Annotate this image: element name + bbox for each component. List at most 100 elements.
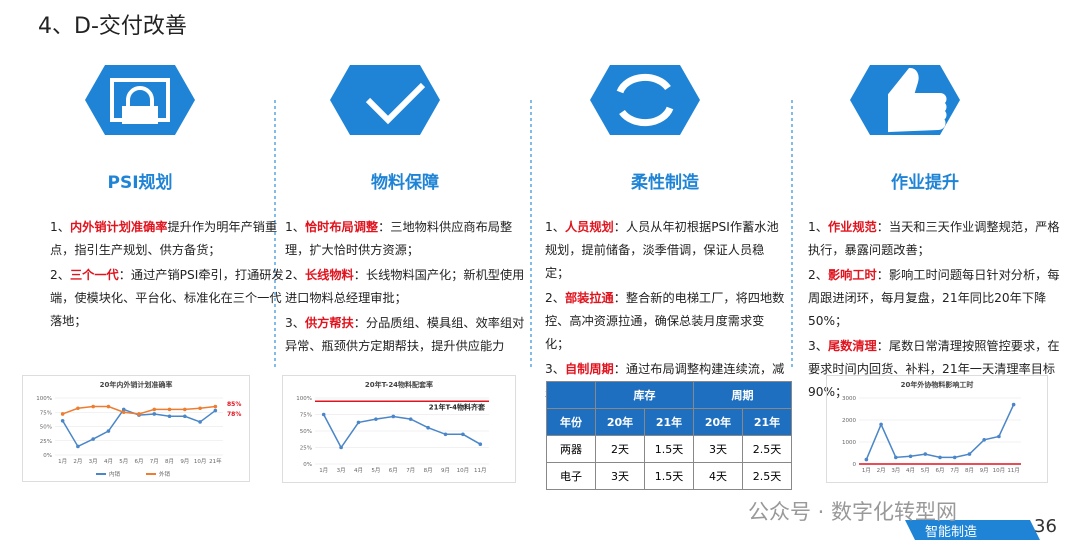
- y-tick-label: 1000: [842, 440, 856, 446]
- point: [121, 407, 126, 412]
- item-text: ：整合新的电梯工厂，将四地数控、高冲资源拉通，确保总装月度需求变化；: [545, 291, 785, 351]
- item-number: 2、: [285, 268, 305, 282]
- item-key: 内外销计划准确率: [69, 220, 168, 234]
- cell: 电子: [546, 462, 596, 490]
- item-list: 1、人员规划：人员从年初根据PSI作蓄水池规划，提前储备，淡季借调，保证人员稳定…: [545, 216, 785, 406]
- chart-title: 20年内外销计划准确率: [100, 380, 173, 389]
- x-tick-label: 10月: [993, 467, 1006, 474]
- item-number: 1、: [285, 220, 305, 234]
- series-line: [865, 404, 1015, 460]
- point: [213, 408, 218, 413]
- cell: 年份: [546, 408, 596, 436]
- item: 2、长线物料：长线物料国产化；新机型使用进口物料总经理审批；: [285, 264, 525, 310]
- x-tick-label: 4月: [104, 458, 113, 465]
- y-tick-label: 3000: [842, 396, 856, 402]
- heading: 物料保障: [371, 173, 439, 193]
- hexagon: [590, 65, 700, 135]
- x-tick-label: 5月: [921, 467, 930, 474]
- tag: 智能制造: [925, 525, 978, 540]
- point: [121, 410, 126, 415]
- y-tick-label: 50%: [300, 429, 312, 435]
- cell: [546, 381, 596, 409]
- item: 2、三个一代：通过产销PSI牵引，打通研发端，使模块化、平台化、标准化在三个一代…: [50, 264, 290, 333]
- item-list: 1、作业规范：当天和三天作业调整规范，严格执行，暴露问题改善； 2、影响工时：影响…: [808, 216, 1070, 406]
- point: [76, 444, 80, 449]
- item-number: 3、: [808, 339, 828, 353]
- point: [864, 457, 869, 462]
- point: [478, 442, 483, 446]
- item-text: ：尾数日常清理按照管控要求，在要求时间内回货、补料，21年一天清理率目标90%；: [808, 339, 1060, 399]
- y-tick-label: 25%: [300, 446, 312, 452]
- cell: 库存: [595, 381, 694, 409]
- item-key: 人员规划: [564, 220, 614, 234]
- hexagon: [330, 65, 440, 135]
- x-tick-label: 11月: [1007, 467, 1020, 474]
- cell: 2.5天: [742, 462, 792, 490]
- point: [982, 438, 986, 442]
- x-tick-label: 6月: [135, 458, 144, 465]
- x-tick-label: 1月: [862, 467, 871, 474]
- cell: 3天: [595, 462, 645, 490]
- point: [91, 404, 95, 409]
- series-line: [323, 414, 481, 449]
- cell: 3天: [693, 435, 743, 463]
- point: [443, 432, 448, 437]
- x-tick-label: 7月: [406, 467, 415, 474]
- point: [321, 412, 326, 417]
- cell: 21年: [742, 408, 792, 436]
- point: [167, 407, 172, 412]
- item: 3、尾数清理：尾数日常清理按照管控要求，在要求时间内回货、补料，21年一天清理率…: [808, 335, 1070, 404]
- cell: 2.5天: [742, 435, 792, 463]
- page-number: 36: [1034, 516, 1057, 537]
- item-number: 2、: [808, 268, 828, 282]
- mini-chart: 20年外协物料影响工时 0 1000 2000 3000 1月 2月 3月 4月 5月 6月 7月 8月…: [826, 375, 1048, 483]
- item-key: 尾数清理: [827, 339, 877, 353]
- cell: 1.5天: [644, 435, 694, 463]
- point: [408, 417, 413, 421]
- x-tick-label: 8月: [424, 467, 433, 474]
- chart-title: 20年T-24物料配套率: [365, 380, 433, 389]
- watermark: 公众号 · 数字化转型网: [748, 500, 958, 524]
- point: [152, 412, 157, 416]
- x-tick-label: 8月: [965, 467, 974, 474]
- x-tick-label: 2月: [877, 467, 886, 474]
- item-number: 1、: [808, 220, 828, 234]
- point: [391, 414, 396, 419]
- x-tick-label: 4月: [354, 467, 363, 474]
- item-text: ：长线物料国产化；新机型使用进口物料总经理审批；: [285, 268, 525, 305]
- x-tick-label: 6月: [389, 467, 398, 474]
- item: 2、部装拉通：整合新的电梯工厂，将四地数控、高冲资源拉通，确保总装月度需求变化；: [545, 287, 785, 356]
- point: [76, 406, 80, 411]
- cell: 周期: [693, 381, 792, 409]
- x-tick-label: 7月: [950, 467, 959, 474]
- cell: 2天: [595, 435, 645, 463]
- target-label: 21年T-4物料齐套: [429, 402, 486, 411]
- mini-chart: 20年T-24物料配套率 0% 25% 50% 75% 100% 1月 3月 4月 5月 6月 7月 8…: [282, 375, 516, 483]
- item: 1、作业规范：当天和三天作业调整规范，严格执行，暴露问题改善；: [808, 216, 1070, 262]
- item-text: ：通过产销PSI牵引，打通研发端，使模块化、平台化、标准化在三个一代落地；: [50, 268, 284, 328]
- x-tick-label: 21年: [209, 457, 222, 465]
- point: [60, 412, 65, 416]
- x-tick-label: 8月: [165, 458, 174, 465]
- item-key: 作业规范: [827, 220, 877, 234]
- x-tick-label: 5月: [119, 458, 128, 465]
- item-number: 2、: [50, 268, 70, 282]
- point: [198, 406, 202, 411]
- tag-bg: [905, 520, 1040, 540]
- cell: 4天: [693, 462, 743, 490]
- x-tick-label: 10月: [194, 458, 207, 465]
- y-tick-label: 0%: [43, 453, 52, 459]
- item-key: 自制周期: [564, 362, 614, 376]
- point: [1011, 402, 1016, 407]
- y-tick-label: 100%: [36, 396, 52, 402]
- point: [339, 445, 343, 450]
- mini-chart: 20年内外销计划准确率 0% 25% 50% 75% 100% 1月 2月 3月 4月 5月 6月 7月…: [22, 375, 250, 482]
- cell: 20年: [693, 408, 743, 436]
- item: 1、恰时布局调整：三地物料供应商布局整理，扩大恰时供方资源；: [285, 216, 525, 262]
- point: [426, 425, 430, 430]
- item-list: 1、恰时布局调整：三地物料供应商布局整理，扩大恰时供方资源； 2、长线物料：长线物…: [285, 216, 525, 360]
- point: [894, 455, 898, 460]
- item-number: 3、: [285, 316, 305, 330]
- hexagon: [85, 65, 195, 135]
